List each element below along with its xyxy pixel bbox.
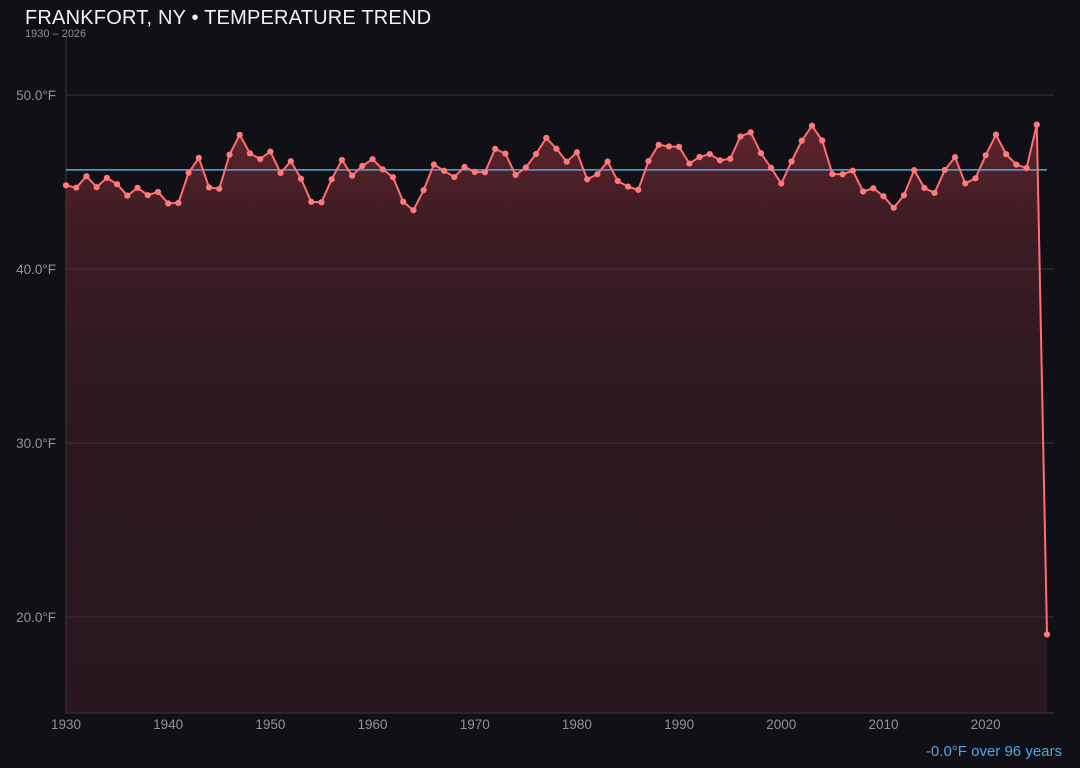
svg-text:2000: 2000 (766, 717, 796, 732)
svg-text:1980: 1980 (562, 717, 592, 732)
svg-text:1970: 1970 (460, 717, 490, 732)
svg-text:20.0°F: 20.0°F (16, 610, 56, 625)
svg-text:2010: 2010 (868, 717, 898, 732)
svg-text:1930: 1930 (51, 717, 81, 732)
svg-text:1950: 1950 (255, 717, 285, 732)
svg-text:1960: 1960 (358, 717, 388, 732)
svg-text:50.0°F: 50.0°F (16, 88, 56, 103)
svg-text:2020: 2020 (971, 717, 1001, 732)
svg-text:40.0°F: 40.0°F (16, 262, 56, 277)
svg-text:1940: 1940 (153, 717, 183, 732)
svg-text:1990: 1990 (664, 717, 694, 732)
svg-text:30.0°F: 30.0°F (16, 436, 56, 451)
